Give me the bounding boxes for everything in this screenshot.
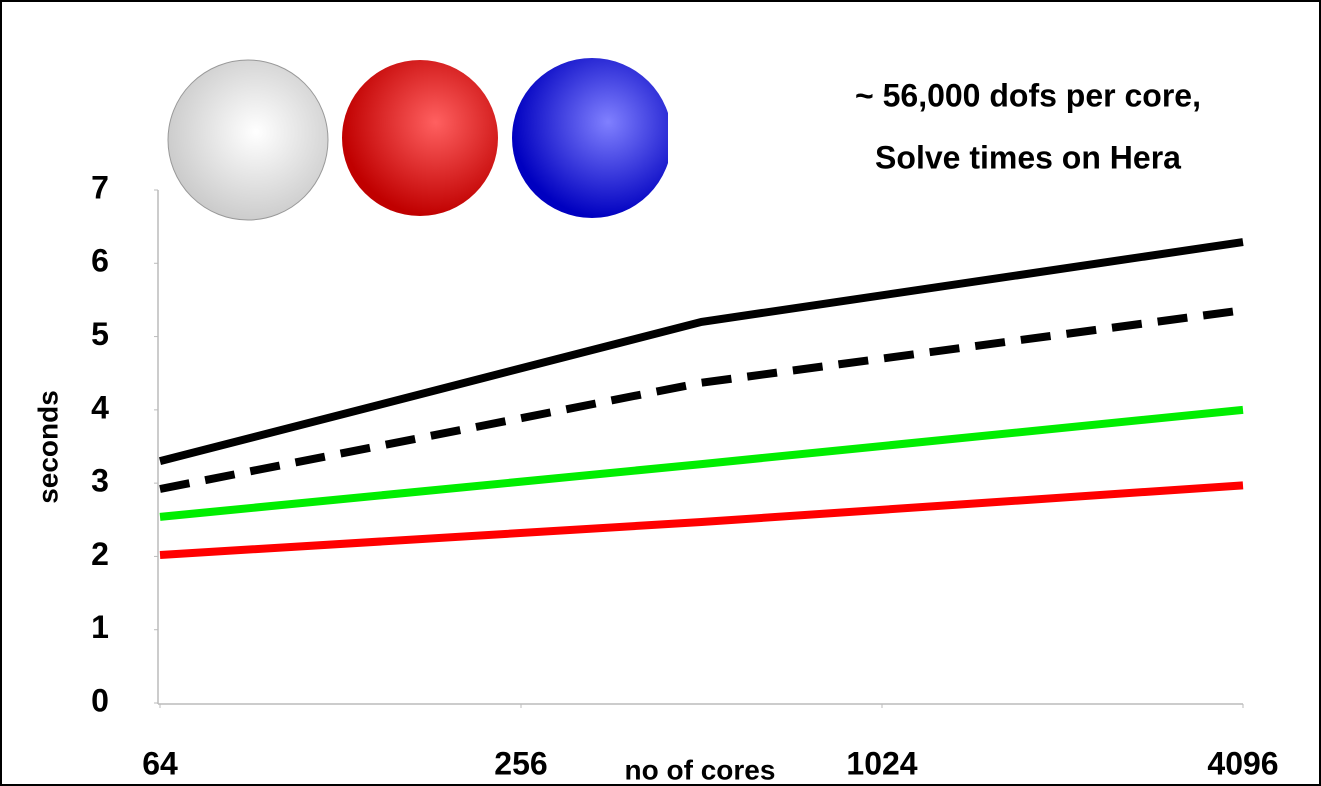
sphere-images — [168, 58, 672, 220]
y-tick-label: 4 — [91, 389, 109, 425]
y-tick-label: 3 — [91, 463, 109, 499]
chart: ~ 56,000 dofs per core, Solve times on H… — [0, 0, 1321, 786]
y-tick-label: 2 — [91, 536, 109, 572]
y-tick-label: 7 — [91, 169, 109, 205]
x-axis-label: no of cores — [625, 754, 776, 785]
x-tick-label: 64 — [142, 745, 178, 781]
chart-title: ~ 56,000 dofs per core, — [855, 77, 1201, 113]
y-tick-label: 5 — [91, 316, 109, 352]
x-tick-label: 1024 — [846, 745, 917, 781]
y-axis-label: seconds — [32, 390, 63, 504]
y-tick-label: 1 — [91, 609, 109, 645]
chart-title: Solve times on Hera — [875, 139, 1181, 175]
x-tick-label: 4096 — [1207, 745, 1278, 781]
y-tick-label: 0 — [91, 682, 109, 718]
x-tick-label: 256 — [494, 745, 547, 781]
y-tick-label: 6 — [91, 243, 109, 279]
